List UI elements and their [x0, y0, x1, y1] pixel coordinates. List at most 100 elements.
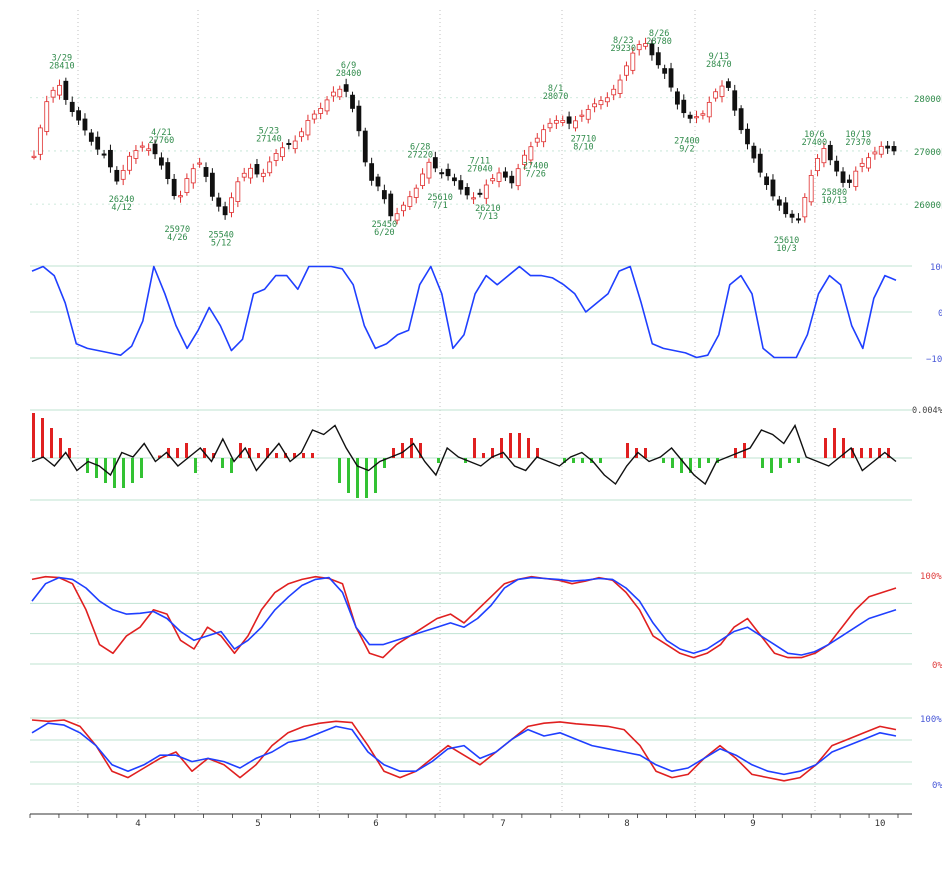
candle-body	[764, 176, 769, 186]
macd-histogram-bar	[122, 458, 125, 488]
candle-body	[37, 127, 43, 155]
macd-signal-line	[31, 423, 897, 486]
candle-body	[630, 52, 636, 71]
candle-body	[802, 196, 808, 218]
stoch2-series-line	[31, 719, 897, 782]
macd-label: 0.004%	[912, 406, 942, 416]
candle-body	[751, 145, 757, 159]
candle-body	[88, 132, 94, 142]
annotation-date: 3/29	[52, 54, 72, 64]
macd-histogram-bar	[833, 428, 836, 458]
price-axis-label: 27000円	[914, 147, 942, 158]
annotation-date: 7/11	[470, 157, 490, 167]
macd-histogram-bar	[626, 443, 629, 458]
annotation-date: 10/3	[776, 244, 796, 254]
candle-body	[783, 202, 789, 215]
stoch-series-line	[31, 576, 897, 656]
annotation-price: 27760	[149, 136, 175, 146]
macd-histogram-bar	[140, 458, 143, 478]
annotation-date: 4/12	[111, 203, 131, 213]
candle-body	[719, 85, 725, 97]
candle-body	[31, 155, 37, 158]
candle-body	[165, 162, 171, 180]
macd-histogram-bar	[167, 448, 170, 458]
price-axis-label: 28000円	[914, 94, 942, 105]
osc-series-line	[31, 265, 897, 359]
macd-histogram-bar	[473, 438, 476, 458]
candle-body	[152, 143, 158, 155]
annotation-price: 27220	[407, 150, 433, 160]
macd-histogram-bar	[401, 443, 404, 458]
candle-body	[547, 122, 553, 129]
candle-body	[528, 146, 534, 161]
macd-histogram-bar	[347, 458, 350, 493]
macd-histogram-bar	[779, 458, 782, 468]
annotation-date: 9/13	[709, 52, 729, 62]
annotation-date: 6/9	[341, 61, 356, 71]
stoch-series-line	[31, 575, 897, 659]
candle-body	[866, 157, 871, 169]
annotation-price: 27400	[802, 138, 828, 148]
macd-histogram-bar	[581, 458, 584, 463]
candle-body	[853, 170, 859, 187]
candle-body	[471, 197, 476, 200]
candle-body	[687, 114, 693, 119]
candle-body	[834, 160, 840, 172]
candle-body	[394, 213, 400, 221]
annotation-price: 27400	[674, 137, 700, 147]
candle-body	[375, 176, 381, 187]
candle-body	[337, 88, 343, 98]
month-label: 10	[875, 819, 886, 829]
macd-histogram-bar	[392, 448, 395, 458]
macd-histogram-bar	[437, 458, 440, 463]
macd-histogram-bar	[338, 458, 341, 483]
annotation-price: 26240	[109, 195, 135, 205]
candle-body	[362, 130, 368, 163]
macd-histogram-bar	[662, 458, 665, 463]
annotation-date: 4/26	[167, 233, 187, 243]
macd-histogram-bar	[689, 458, 692, 473]
annotation-price: 28780	[646, 37, 672, 47]
macd-histogram-bar	[410, 438, 413, 458]
macd-histogram-bar	[644, 448, 647, 458]
candle-body	[127, 155, 132, 171]
candle-body	[891, 146, 897, 152]
annotation-price: 28400	[336, 69, 362, 79]
candle-body	[260, 172, 266, 177]
annotation-price: 27370	[845, 138, 871, 148]
candle-body	[171, 178, 177, 197]
macd-histogram-bar	[68, 448, 71, 458]
macd-histogram-bar	[50, 428, 53, 458]
candle-body	[50, 89, 56, 98]
macd-histogram-bar	[275, 453, 278, 458]
macd-histogram-bar	[365, 458, 368, 498]
candle-body	[407, 196, 413, 207]
annotation-price: 26210	[475, 204, 501, 214]
candle-body	[509, 175, 515, 184]
macd-histogram-bar	[248, 448, 251, 458]
macd-histogram-bar	[302, 453, 305, 458]
annotation-price: 27040	[467, 165, 493, 175]
candle-body	[776, 199, 782, 206]
candle-body	[273, 153, 279, 161]
macd-histogram-bar	[113, 458, 116, 488]
candle-body	[420, 173, 425, 186]
candle-body	[464, 187, 470, 196]
annotation-date: 4/21	[151, 128, 171, 138]
candle-body	[700, 113, 706, 116]
candle-body	[522, 154, 527, 165]
candle-body	[146, 148, 152, 152]
macd-histogram-bar	[734, 448, 737, 458]
month-label: 9	[750, 819, 755, 829]
candle-body	[827, 144, 833, 161]
candle-body	[197, 162, 203, 165]
macd-histogram-bar	[86, 458, 89, 473]
candle-body	[254, 164, 260, 175]
month-label: 8	[624, 819, 629, 829]
macd-histogram-bar	[770, 458, 773, 473]
macd-histogram-bar	[239, 443, 242, 458]
candle-body	[503, 171, 508, 178]
annotation-price: 28470	[706, 60, 732, 70]
candle-body	[808, 175, 814, 203]
